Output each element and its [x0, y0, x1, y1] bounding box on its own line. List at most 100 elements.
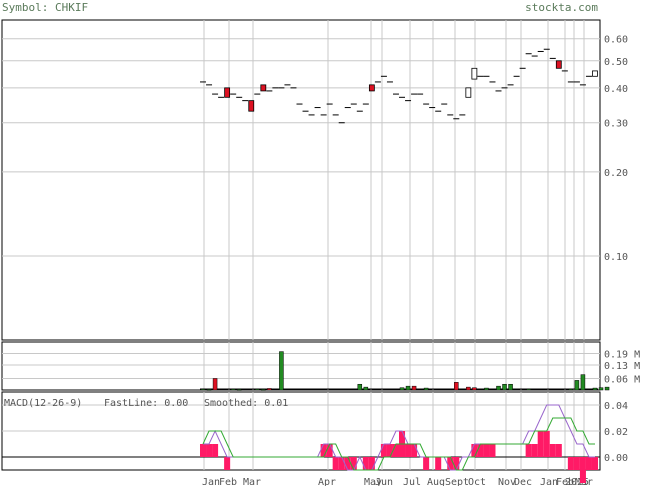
- price-panel-frame: [1, 19, 601, 341]
- price-tick-label: 0.50: [604, 57, 628, 68]
- symbol-label: Symbol: CHKIF: [2, 1, 89, 14]
- macd-histogram-bar: [591, 457, 598, 470]
- macd-histogram-bar: [320, 444, 327, 457]
- price-candle: [465, 87, 472, 98]
- macd-smoothed-line: [202, 417, 595, 471]
- macd-histogram-bar: [423, 457, 430, 470]
- volume-bar: [496, 385, 501, 391]
- month-label: May: [364, 477, 382, 486]
- price-tick-label: 0.40: [604, 84, 628, 95]
- macd-histogram-bar: [212, 444, 219, 457]
- macd-histogram-bar: [483, 444, 490, 457]
- price-candle: [224, 87, 231, 98]
- volume-bar: [472, 387, 477, 391]
- volume-tick-label: 0.13 M: [604, 361, 640, 372]
- volume-bar: [363, 386, 369, 391]
- volume-tick-label: 0.06 M: [604, 374, 640, 385]
- macd-histogram-bar: [200, 444, 207, 457]
- month-label: Nov: [498, 477, 516, 486]
- macd-histogram-bar: [537, 431, 544, 457]
- macd-histogram-bar: [453, 457, 460, 470]
- macd-tick-label: 0.04: [604, 401, 628, 412]
- price-tick-label: 0.20: [604, 168, 628, 179]
- volume-bar: [200, 388, 206, 391]
- volume-bar: [580, 374, 586, 391]
- volume-tick-label: 0.19 M: [604, 350, 640, 361]
- macd-histogram-bar: [326, 444, 333, 457]
- macd-histogram-bar: [362, 457, 369, 470]
- macd-tick-label: 0.02: [604, 427, 628, 438]
- month-label: 2025: [565, 477, 589, 486]
- macd-histogram-bar: [368, 457, 375, 470]
- month-label: Oct: [468, 477, 486, 486]
- price-candle: [248, 100, 255, 112]
- site-label[interactable]: stockta.com: [525, 1, 598, 14]
- volume-bar: [454, 382, 459, 391]
- volume-bar: [574, 380, 580, 391]
- macd-histogram-bar: [411, 444, 418, 457]
- macd-histogram-bar: [350, 457, 357, 470]
- macd-histogram-bar: [386, 444, 393, 457]
- macd-histogram-bar: [332, 457, 339, 470]
- macd-histogram-bar: [344, 457, 351, 470]
- volume-bar: [423, 387, 429, 391]
- month-label: Jul: [403, 477, 421, 486]
- macd-title: MACD(12-26-9): [4, 398, 82, 409]
- price-candle: [555, 60, 562, 69]
- volume-bar: [212, 378, 218, 391]
- macd-histogram-bar: [435, 457, 442, 470]
- month-label: Jun: [375, 477, 393, 486]
- macd-histogram-bar: [477, 444, 484, 457]
- macd-histogram-bar: [573, 457, 580, 470]
- macd-histogram-bar: [555, 444, 562, 457]
- macd-histogram-bar: [447, 457, 454, 470]
- volume-bar: [405, 385, 411, 391]
- month-label: Sept: [445, 477, 469, 486]
- volume-panel-frame: [1, 341, 601, 391]
- price-candle: [368, 84, 375, 92]
- macd-tick-label: 0.00: [604, 453, 628, 464]
- volume-bar: [502, 383, 507, 391]
- volume-bar: [357, 383, 363, 391]
- volume-bar: [267, 388, 272, 391]
- month-label: Aug: [427, 477, 445, 486]
- macd-histogram-bar: [405, 444, 412, 457]
- macd-histogram-bar: [338, 457, 345, 470]
- macd-histogram-bar: [489, 444, 496, 457]
- price-tick-label: 0.60: [604, 35, 628, 46]
- month-label: Feb: [219, 477, 237, 486]
- volume-bar: [484, 387, 489, 391]
- volume-bar: [411, 385, 417, 391]
- volume-bar: [598, 387, 604, 391]
- price-tick-label: 0.10: [604, 252, 628, 263]
- volume-bar: [255, 388, 260, 391]
- volume-bar: [568, 388, 574, 391]
- macd-histogram-bar: [206, 444, 213, 457]
- volume-bar: [230, 388, 236, 391]
- macd-histogram-bar: [579, 457, 586, 483]
- macd-histogram-bar: [567, 457, 574, 470]
- macd-histogram-bar: [549, 444, 556, 457]
- volume-bar: [206, 389, 212, 391]
- macd-histogram-bar: [224, 457, 231, 470]
- month-label: Dec: [514, 477, 532, 486]
- volume-bar: [399, 387, 405, 391]
- macd-histogram-bar: [531, 444, 538, 457]
- macd-histogram-bar: [543, 431, 550, 457]
- month-label: Jan: [202, 477, 220, 486]
- macd-histogram-bar: [471, 444, 478, 457]
- volume-bar: [466, 386, 471, 391]
- price-candle: [471, 67, 478, 80]
- macd-smooth-label: Smoothed: 0.01: [204, 398, 288, 409]
- macd-histogram-bar: [392, 444, 399, 457]
- price-candle: [260, 84, 267, 92]
- volume-bar: [261, 389, 266, 391]
- volume-bar: [604, 386, 610, 391]
- macd-histogram-bar: [525, 444, 532, 457]
- month-label: Mar: [243, 477, 261, 486]
- volume-bar: [592, 387, 598, 391]
- volume-bar: [508, 383, 513, 391]
- volume-bar: [236, 389, 242, 391]
- volume-bar: [279, 351, 284, 391]
